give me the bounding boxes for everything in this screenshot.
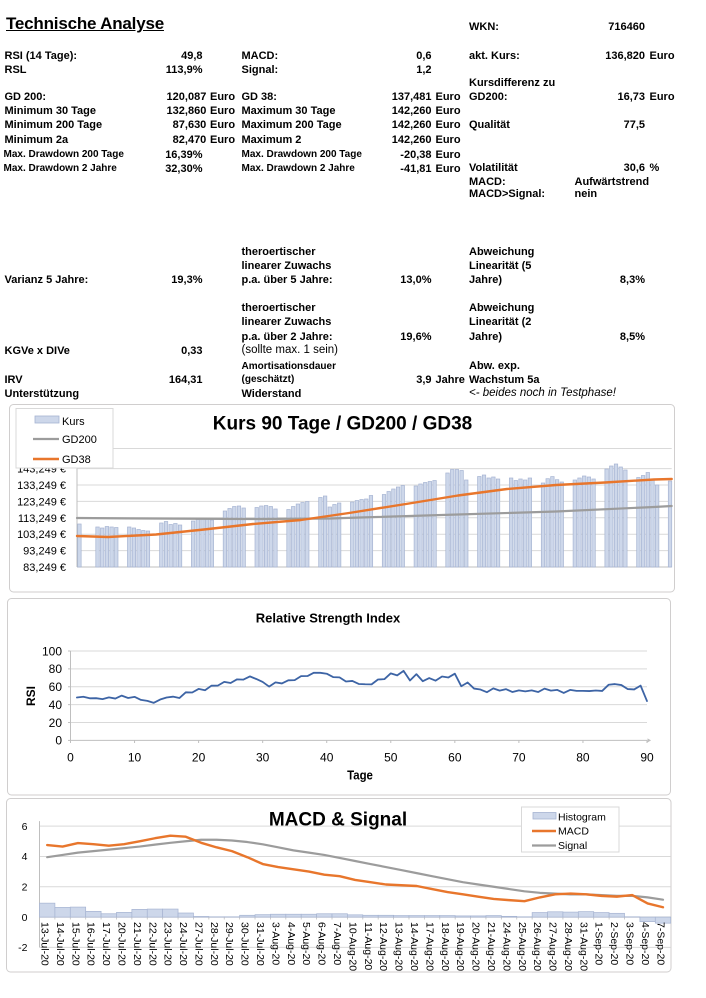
svg-text:90: 90 (640, 751, 654, 765)
svg-text:GD200: GD200 (62, 434, 97, 446)
svg-text:-2: -2 (18, 942, 27, 954)
svg-text:40: 40 (320, 751, 334, 765)
svg-text:11-Aug-20: 11-Aug-20 (362, 922, 374, 970)
svg-text:40: 40 (49, 698, 63, 712)
svg-text:6-Aug-20: 6-Aug-20 (316, 922, 328, 965)
svg-text:Tage: Tage (347, 768, 373, 783)
svg-text:80: 80 (576, 751, 590, 765)
svg-text:10: 10 (128, 751, 142, 765)
svg-text:123,249 €: 123,249 € (17, 496, 66, 508)
svg-text:23-Jul-20: 23-Jul-20 (162, 922, 174, 966)
svg-text:7-Aug-20: 7-Aug-20 (331, 922, 343, 965)
svg-text:19-Aug-20: 19-Aug-20 (454, 922, 466, 971)
svg-text:Relative Strength Index: Relative Strength Index (256, 611, 401, 626)
svg-text:6: 6 (22, 821, 28, 833)
svg-text:60: 60 (49, 680, 63, 694)
svg-text:21-Jul-20: 21-Jul-20 (131, 922, 143, 966)
svg-text:31-Jul-20: 31-Jul-20 (254, 922, 266, 966)
svg-text:20: 20 (192, 751, 206, 765)
svg-text:133,249 €: 133,249 € (17, 480, 66, 492)
svg-text:13-Jul-20: 13-Jul-20 (39, 922, 51, 966)
svg-text:25-Aug-20: 25-Aug-20 (516, 922, 528, 971)
svg-text:24-Jul-20: 24-Jul-20 (177, 922, 189, 966)
svg-text:Histogram: Histogram (558, 812, 606, 824)
svg-text:14-Jul-20: 14-Jul-20 (54, 922, 66, 966)
svg-text:GD38: GD38 (62, 454, 91, 466)
svg-text:31-Aug-20: 31-Aug-20 (577, 922, 589, 971)
svg-text:24-Aug-20: 24-Aug-20 (500, 922, 512, 971)
svg-text:10-Aug-20: 10-Aug-20 (346, 922, 358, 971)
svg-text:4-Aug-20: 4-Aug-20 (285, 922, 297, 965)
svg-text:18-Aug-20: 18-Aug-20 (439, 922, 451, 971)
svg-text:113,249 €: 113,249 € (18, 513, 66, 525)
svg-text:Kurs 90 Tage / GD200 / GD38: Kurs 90 Tage / GD200 / GD38 (213, 414, 472, 435)
svg-text:20-Jul-20: 20-Jul-20 (115, 922, 127, 966)
svg-text:100: 100 (42, 644, 62, 658)
svg-text:70: 70 (512, 751, 526, 765)
svg-text:80: 80 (49, 662, 63, 676)
svg-text:4: 4 (22, 851, 28, 863)
svg-text:93,249 €: 93,249 € (23, 546, 66, 558)
svg-text:0: 0 (67, 751, 74, 765)
svg-text:29-Jul-20: 29-Jul-20 (223, 922, 235, 966)
svg-text:MACD: MACD (558, 826, 589, 838)
svg-text:7-Sep-20: 7-Sep-20 (654, 922, 666, 965)
svg-text:20-Aug-20: 20-Aug-20 (470, 922, 482, 971)
svg-text:21-Aug-20: 21-Aug-20 (485, 922, 497, 971)
svg-text:MACD & Signal: MACD & Signal (269, 810, 407, 831)
svg-text:30-Jul-20: 30-Jul-20 (239, 922, 251, 966)
svg-text:17-Aug-20: 17-Aug-20 (423, 922, 435, 971)
svg-text:14-Aug-20: 14-Aug-20 (408, 922, 420, 971)
svg-text:Kurs: Kurs (62, 416, 85, 428)
svg-text:83,249 €: 83,249 € (23, 562, 66, 574)
svg-text:4-Sep-20: 4-Sep-20 (639, 922, 651, 965)
svg-text:2-Sep-20: 2-Sep-20 (608, 922, 620, 965)
svg-text:Signal: Signal (558, 840, 587, 852)
svg-text:28-Jul-20: 28-Jul-20 (208, 922, 220, 966)
svg-text:3-Sep-20: 3-Sep-20 (624, 922, 636, 965)
svg-text:28-Aug-20: 28-Aug-20 (562, 922, 574, 971)
svg-text:27-Aug-20: 27-Aug-20 (547, 922, 559, 971)
svg-text:103,249 €: 103,249 € (17, 529, 66, 541)
svg-text:0: 0 (22, 912, 28, 924)
svg-text:RSI: RSI (24, 686, 38, 706)
svg-text:30: 30 (256, 751, 270, 765)
svg-text:2: 2 (22, 882, 28, 894)
svg-text:17-Jul-20: 17-Jul-20 (100, 922, 112, 966)
svg-text:16-Jul-20: 16-Jul-20 (85, 922, 97, 966)
svg-text:15-Jul-20: 15-Jul-20 (69, 922, 81, 966)
svg-text:22-Jul-20: 22-Jul-20 (146, 922, 158, 966)
svg-text:60: 60 (448, 751, 462, 765)
svg-text:50: 50 (384, 751, 398, 765)
svg-text:12-Aug-20: 12-Aug-20 (377, 922, 389, 971)
svg-text:20: 20 (49, 716, 63, 730)
svg-text:3-Aug-20: 3-Aug-20 (269, 922, 281, 965)
svg-text:13-Aug-20: 13-Aug-20 (393, 922, 405, 971)
svg-text:0: 0 (55, 734, 62, 748)
svg-text:26-Aug-20: 26-Aug-20 (531, 922, 543, 971)
svg-text:5-Aug-20: 5-Aug-20 (300, 922, 312, 965)
svg-text:27-Jul-20: 27-Jul-20 (192, 922, 204, 966)
svg-text:1-Sep-20: 1-Sep-20 (593, 922, 605, 965)
